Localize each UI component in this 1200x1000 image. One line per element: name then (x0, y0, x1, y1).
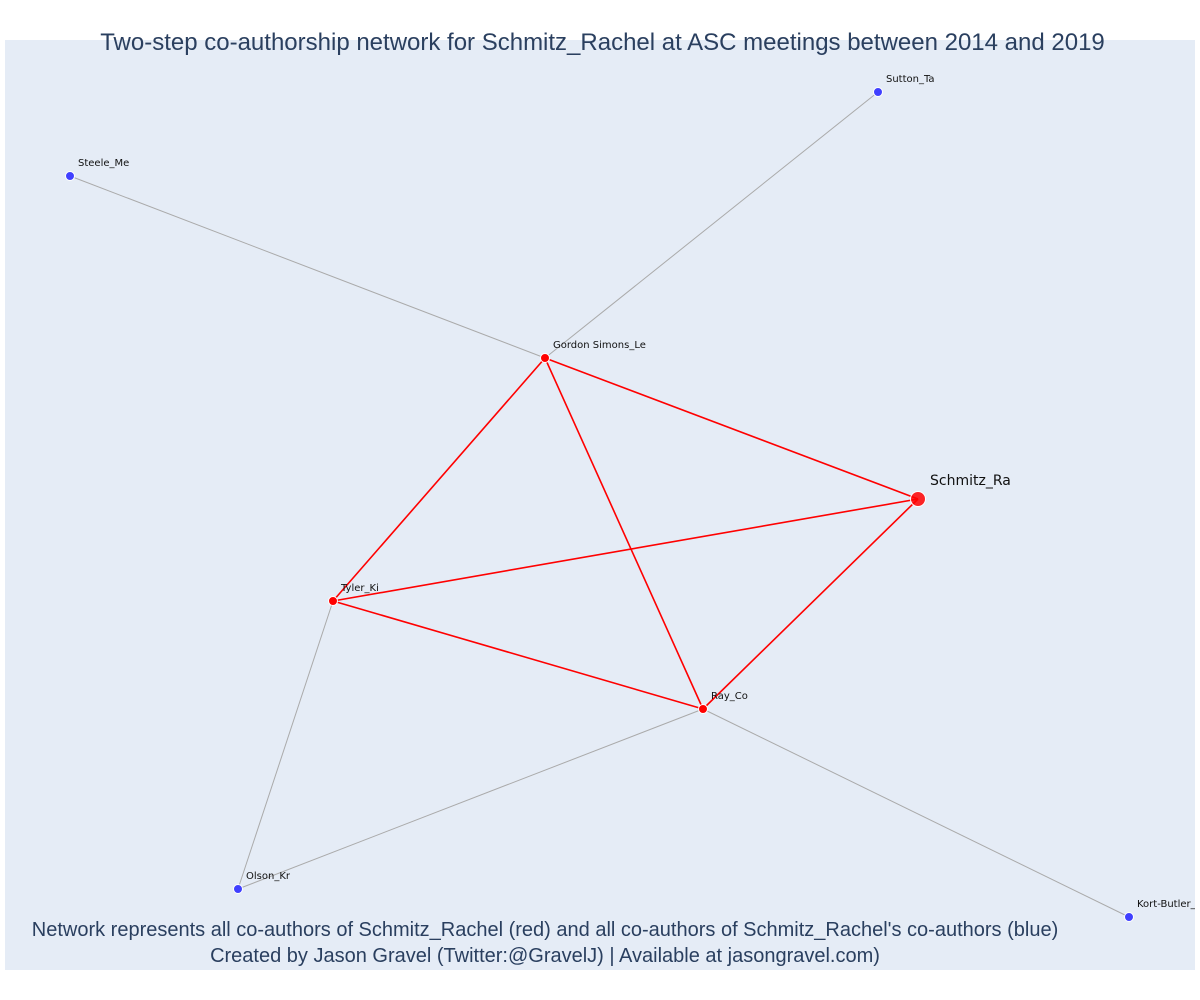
edge-ray-co-kort-butler-l (702, 708, 1130, 918)
footer-line-1: Network represents all co-authors of Sch… (31, 919, 1059, 941)
node-label-sutton-ta: Sutton_Ta (886, 74, 935, 85)
node-tyler-ki[interactable] (328, 596, 338, 606)
edge-gordon-simons-le-sutton-ta (544, 91, 879, 359)
chart-title: Two-step co-authorship network for Schmi… (100, 29, 1105, 56)
node-label-gordon-simons-le: Gordon Simons_Le (553, 340, 646, 351)
node-sutton-ta[interactable] (873, 87, 883, 97)
edge-gordon-simons-le-ray-co (544, 357, 704, 710)
edge-ray-co-schmitz-ra (702, 498, 919, 710)
plot-area (5, 40, 1195, 970)
node-label-olson-kr: Olson_Kr (246, 871, 291, 882)
node-ray-co[interactable] (698, 704, 708, 714)
node-label-steele-me: Steele_Me (78, 158, 129, 169)
edge-tyler-ki-ray-co (332, 600, 704, 710)
node-label-tyler-ki: Tyler_Ki (340, 583, 379, 594)
edge-tyler-ki-olson-kr (237, 600, 334, 890)
node-olson-kr[interactable] (233, 884, 243, 894)
footer-line-2: Created by Jason Gravel (Twitter:@Gravel… (210, 945, 880, 967)
node-kort-butler-l[interactable] (1124, 912, 1134, 922)
node-schmitz-ra[interactable] (910, 491, 926, 507)
footer-annotation: Network represents all co-authors of Sch… (0, 917, 1090, 969)
edge-gordon-simons-le-tyler-ki (332, 357, 546, 602)
node-label-schmitz-ra: Schmitz_Ra (930, 473, 1011, 489)
node-label-kort-butler-l: Kort-Butler_L (1137, 899, 1200, 910)
nodes-layer (65, 87, 1134, 922)
node-steele-me[interactable] (65, 171, 75, 181)
labels-layer: Schmitz_Ra Gordon Simons_Le Tyler_Ki Ray_Co… (78, 74, 1200, 910)
edges-layer (69, 91, 1130, 918)
edge-ray-co-olson-kr (237, 708, 704, 890)
edge-gordon-simons-le-schmitz-ra (544, 357, 919, 500)
edge-gordon-simons-le-steele-me (69, 175, 546, 359)
node-gordon-simons-le[interactable] (540, 353, 550, 363)
node-label-ray-co: Ray_Co (711, 691, 748, 702)
edge-tyler-ki-schmitz-ra (332, 498, 919, 602)
